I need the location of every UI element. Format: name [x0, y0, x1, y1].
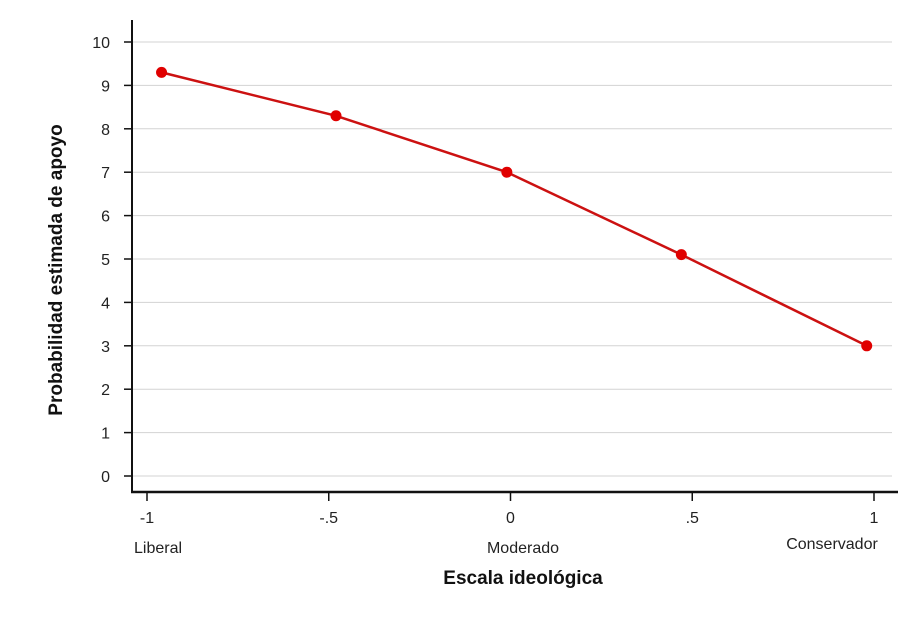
y-axis-ticks: 0 1 2 3 4 5 6 7 8 9 10	[92, 35, 132, 486]
data-point	[156, 66, 168, 78]
y-tick-label: 7	[101, 165, 110, 182]
data-point	[675, 249, 687, 261]
y-tick-label: 1	[101, 426, 110, 443]
y-tick-label: 8	[101, 122, 110, 139]
y-tick-label: 10	[92, 35, 110, 52]
y-tick-label: 6	[101, 209, 110, 226]
data-point	[861, 340, 873, 352]
x-axis-ticks: -1 -.5 0 .5 1	[140, 492, 879, 527]
x-axis-label: Escala ideológica	[443, 568, 603, 589]
y-tick-label: 2	[101, 382, 110, 399]
x-tick-label: -.5	[319, 510, 338, 527]
series-group	[156, 66, 873, 352]
y-tick-label: 9	[101, 78, 110, 95]
x-tick-label: 1	[870, 510, 879, 527]
y-axis-label: Probabilidad estimada de apoyo	[46, 124, 67, 415]
x-tick-label: -1	[140, 510, 154, 527]
x-category-label: Liberal	[134, 540, 182, 557]
y-tick-label: 0	[101, 469, 110, 486]
x-category-labels: Liberal Moderado Conservador	[134, 536, 878, 557]
gridlines	[133, 41, 892, 477]
x-tick-label: .5	[686, 510, 699, 527]
data-point	[330, 110, 342, 122]
y-tick-label: 3	[101, 339, 110, 356]
data-point	[501, 166, 513, 178]
x-category-label: Moderado	[487, 540, 559, 557]
series-line	[161, 71, 868, 347]
y-tick-label: 4	[101, 295, 110, 312]
x-category-label: Conservador	[786, 536, 878, 553]
x-tick-label: 0	[506, 510, 515, 527]
y-tick-label: 5	[101, 252, 110, 269]
